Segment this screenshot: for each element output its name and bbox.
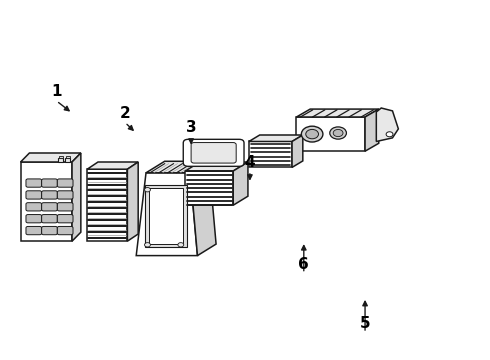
Circle shape: [386, 132, 393, 137]
Text: 3: 3: [186, 120, 196, 135]
Polygon shape: [292, 135, 303, 167]
Polygon shape: [87, 162, 138, 169]
Text: 2: 2: [120, 106, 130, 121]
Bar: [149, 188, 183, 244]
FancyBboxPatch shape: [26, 215, 42, 223]
Polygon shape: [190, 161, 216, 256]
Polygon shape: [249, 135, 303, 141]
FancyBboxPatch shape: [42, 203, 57, 211]
FancyBboxPatch shape: [183, 139, 244, 166]
Bar: [59, 156, 63, 158]
Bar: [66, 156, 70, 158]
Polygon shape: [249, 141, 292, 167]
Circle shape: [301, 126, 323, 142]
FancyBboxPatch shape: [26, 203, 42, 211]
FancyBboxPatch shape: [42, 191, 57, 199]
Bar: [145, 185, 187, 247]
Bar: [58, 158, 63, 162]
FancyBboxPatch shape: [57, 226, 73, 235]
Polygon shape: [146, 161, 209, 173]
FancyBboxPatch shape: [26, 191, 42, 199]
Polygon shape: [296, 117, 365, 151]
FancyBboxPatch shape: [191, 143, 236, 163]
Polygon shape: [376, 108, 398, 141]
Text: 1: 1: [51, 84, 62, 99]
Polygon shape: [136, 173, 197, 256]
Text: 6: 6: [298, 257, 309, 272]
Circle shape: [306, 130, 318, 139]
Polygon shape: [185, 171, 233, 205]
Polygon shape: [296, 109, 379, 117]
Polygon shape: [233, 162, 248, 205]
Polygon shape: [21, 162, 72, 241]
FancyBboxPatch shape: [42, 226, 57, 235]
Polygon shape: [365, 109, 379, 151]
Circle shape: [145, 243, 150, 247]
FancyBboxPatch shape: [26, 179, 42, 187]
FancyBboxPatch shape: [26, 226, 42, 235]
FancyBboxPatch shape: [57, 191, 73, 199]
Circle shape: [145, 188, 150, 192]
FancyBboxPatch shape: [57, 203, 73, 211]
FancyBboxPatch shape: [42, 215, 57, 223]
Bar: [65, 158, 70, 162]
FancyBboxPatch shape: [57, 179, 73, 187]
Circle shape: [330, 127, 346, 139]
FancyBboxPatch shape: [57, 215, 73, 223]
Polygon shape: [185, 162, 248, 171]
FancyBboxPatch shape: [42, 179, 57, 187]
Polygon shape: [72, 153, 81, 241]
Polygon shape: [87, 169, 127, 241]
Circle shape: [333, 130, 343, 137]
Text: 5: 5: [360, 316, 370, 332]
Text: 4: 4: [245, 154, 255, 170]
Polygon shape: [127, 162, 138, 241]
Polygon shape: [21, 153, 81, 162]
Circle shape: [178, 243, 184, 247]
